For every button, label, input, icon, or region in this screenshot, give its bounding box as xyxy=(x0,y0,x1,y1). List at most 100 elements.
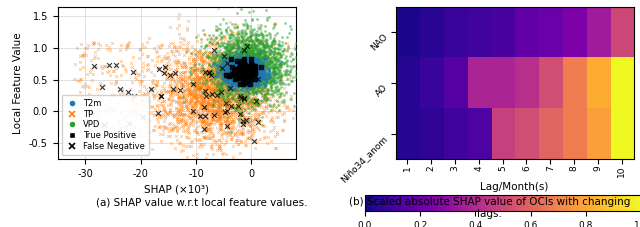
Point xyxy=(205,102,215,106)
Point xyxy=(269,66,279,70)
Point xyxy=(177,82,188,86)
Point xyxy=(216,82,226,85)
Point xyxy=(257,75,267,79)
Point xyxy=(243,68,253,72)
Point xyxy=(250,72,260,76)
Point xyxy=(193,152,203,156)
Point xyxy=(244,79,254,82)
Point xyxy=(237,70,247,74)
Point xyxy=(177,104,187,107)
Point xyxy=(241,95,252,99)
Point xyxy=(243,71,253,74)
Point xyxy=(255,66,265,70)
Point xyxy=(225,75,235,79)
Point xyxy=(227,72,237,76)
Point xyxy=(237,80,247,84)
Point xyxy=(211,86,221,89)
Point xyxy=(278,62,289,65)
Point xyxy=(232,69,242,73)
Point xyxy=(259,129,269,132)
Point xyxy=(164,44,174,48)
Point xyxy=(239,67,249,70)
Point xyxy=(246,68,257,71)
Point xyxy=(236,61,246,64)
Point xyxy=(265,56,275,60)
Point xyxy=(262,89,272,92)
Point xyxy=(156,96,166,99)
Point xyxy=(230,63,241,67)
Point xyxy=(226,57,236,60)
Point xyxy=(241,72,251,76)
Point xyxy=(253,70,264,74)
Point xyxy=(262,74,273,77)
Point xyxy=(238,71,248,74)
Point xyxy=(246,76,257,80)
Point xyxy=(236,77,246,81)
Point xyxy=(227,87,237,91)
Point xyxy=(248,100,259,104)
Point xyxy=(235,63,245,67)
Point xyxy=(269,42,280,46)
Point xyxy=(212,96,223,100)
Point xyxy=(232,88,243,92)
Point xyxy=(242,75,252,79)
Point xyxy=(263,63,273,66)
Point xyxy=(173,116,184,120)
Point xyxy=(188,120,198,124)
Point xyxy=(211,93,221,96)
Point xyxy=(218,62,228,66)
Point xyxy=(232,64,243,68)
Point xyxy=(262,77,273,80)
Point xyxy=(256,66,266,70)
Point xyxy=(157,114,167,117)
Point xyxy=(260,34,271,37)
Point xyxy=(224,75,234,78)
Point xyxy=(247,88,257,91)
Point xyxy=(237,106,247,109)
Point xyxy=(157,113,168,116)
Point xyxy=(253,59,264,63)
Point xyxy=(253,71,264,74)
Point xyxy=(241,69,252,73)
Point xyxy=(269,56,280,59)
Point xyxy=(161,72,171,76)
Point xyxy=(202,65,212,69)
Point xyxy=(233,70,243,74)
Point xyxy=(230,78,241,82)
Point xyxy=(224,60,234,64)
Point xyxy=(276,60,287,63)
Point xyxy=(226,75,236,78)
Point xyxy=(223,71,234,74)
Point xyxy=(240,120,250,124)
Point xyxy=(236,66,246,69)
Point xyxy=(169,87,179,91)
Point xyxy=(246,74,257,77)
Point xyxy=(256,63,266,67)
Point xyxy=(223,75,234,79)
Point xyxy=(247,49,257,53)
Point xyxy=(213,58,223,62)
Point xyxy=(234,81,244,84)
Point xyxy=(239,74,249,78)
Point xyxy=(230,68,240,72)
Point xyxy=(261,79,271,83)
Point xyxy=(254,64,264,67)
Point xyxy=(240,65,250,68)
Point xyxy=(250,53,260,57)
Point xyxy=(147,105,157,109)
Point xyxy=(259,56,269,60)
Point xyxy=(227,67,237,71)
Point xyxy=(73,98,83,102)
Point xyxy=(222,64,232,67)
Point xyxy=(240,61,250,64)
Point xyxy=(250,44,260,48)
Point xyxy=(254,115,264,118)
Point xyxy=(271,65,281,69)
Point xyxy=(250,73,260,76)
Point xyxy=(225,63,235,66)
Point xyxy=(246,77,257,81)
Point xyxy=(184,92,195,96)
Point xyxy=(236,82,246,85)
Point xyxy=(243,70,253,74)
Point xyxy=(225,82,236,86)
